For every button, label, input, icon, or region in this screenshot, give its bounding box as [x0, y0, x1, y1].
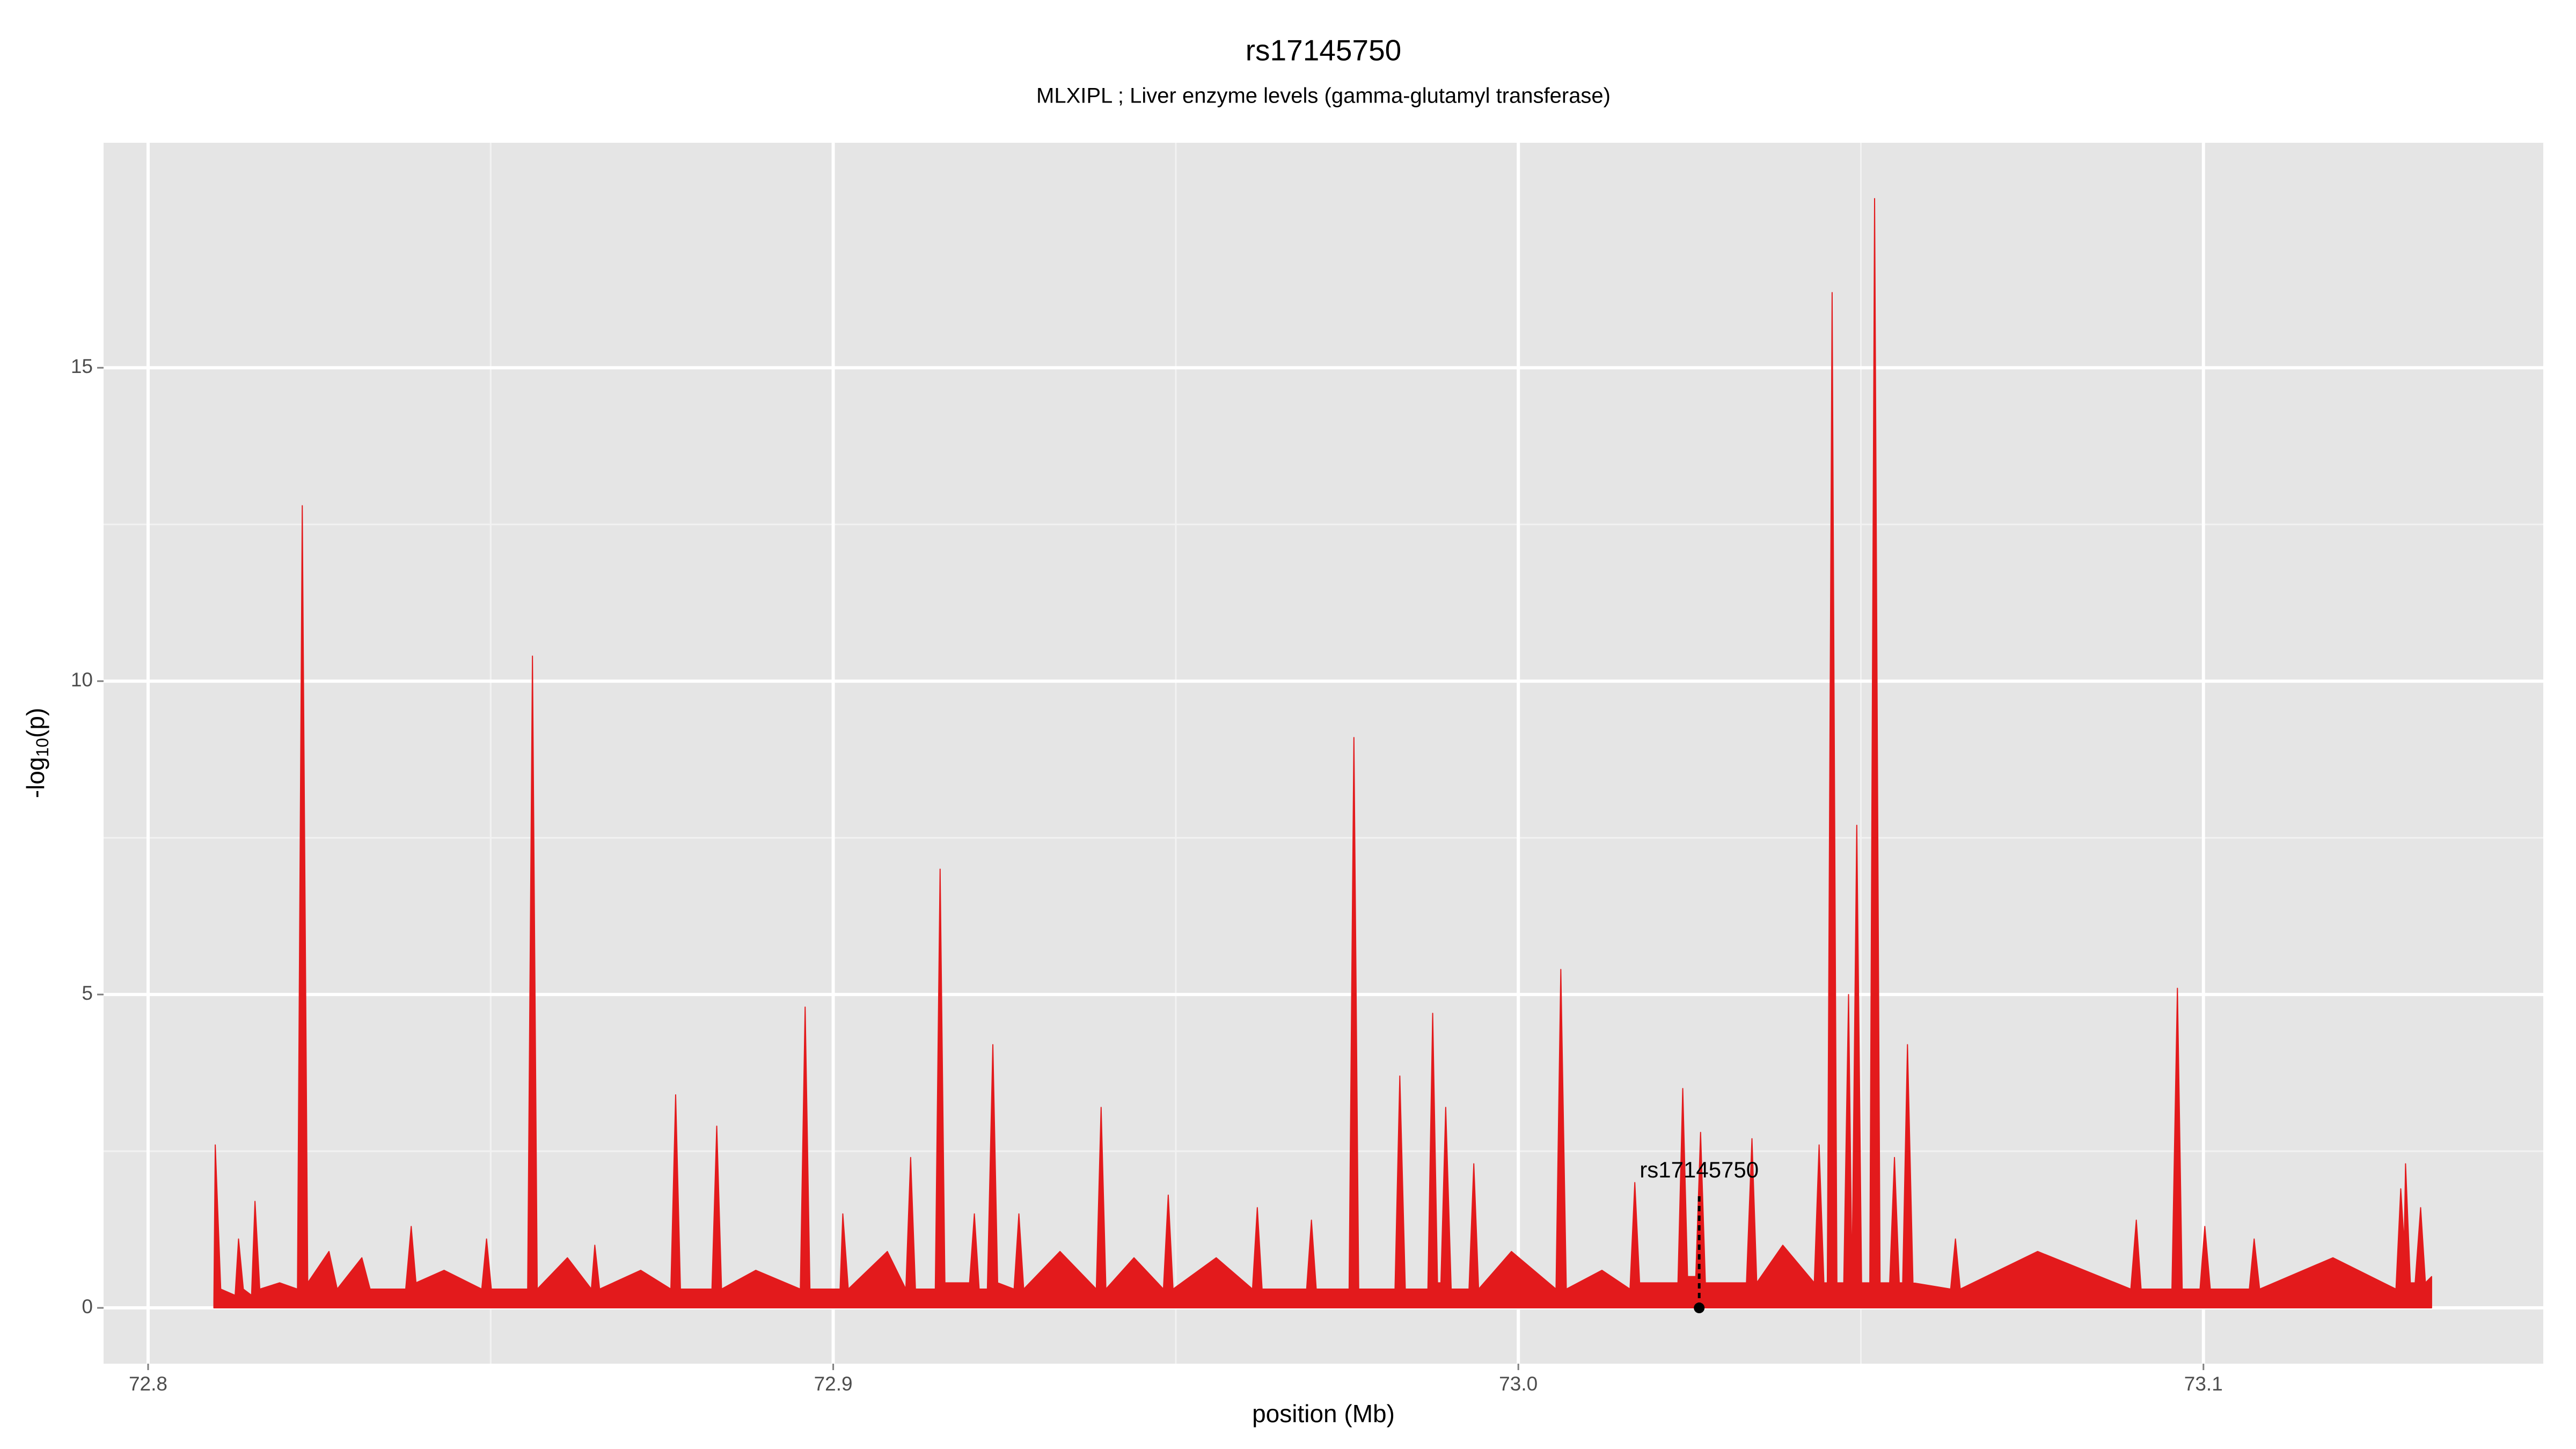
y-tick-label: 0	[82, 1296, 93, 1318]
x-tick-label: 73.0	[1499, 1373, 1538, 1395]
area	[213, 197, 2432, 1309]
y-label-part: -log	[21, 757, 49, 799]
y-label-part: (p)	[21, 708, 49, 738]
x-tick-label: 72.9	[814, 1373, 853, 1395]
y-label-subscript: 10	[33, 738, 52, 757]
plot-background	[104, 143, 2543, 1364]
y-axis-label: -log10(p)	[21, 708, 52, 799]
annotation-point	[1694, 1302, 1705, 1314]
y-tick-label: 5	[82, 982, 93, 1004]
x-axis-label: position (Mb)	[1252, 1400, 1395, 1428]
x-tick-label: 72.8	[129, 1373, 167, 1395]
x-tick-label: 73.1	[2184, 1373, 2223, 1395]
chart-title: rs17145750	[1246, 34, 1402, 67]
annotation-label: rs17145750	[1640, 1157, 1759, 1182]
y-tick-label: 15	[71, 355, 93, 377]
y-tick-label: 10	[71, 669, 93, 691]
chart-subtitle: MLXIPL ; Liver enzyme levels (gamma-glut…	[1036, 84, 1611, 108]
